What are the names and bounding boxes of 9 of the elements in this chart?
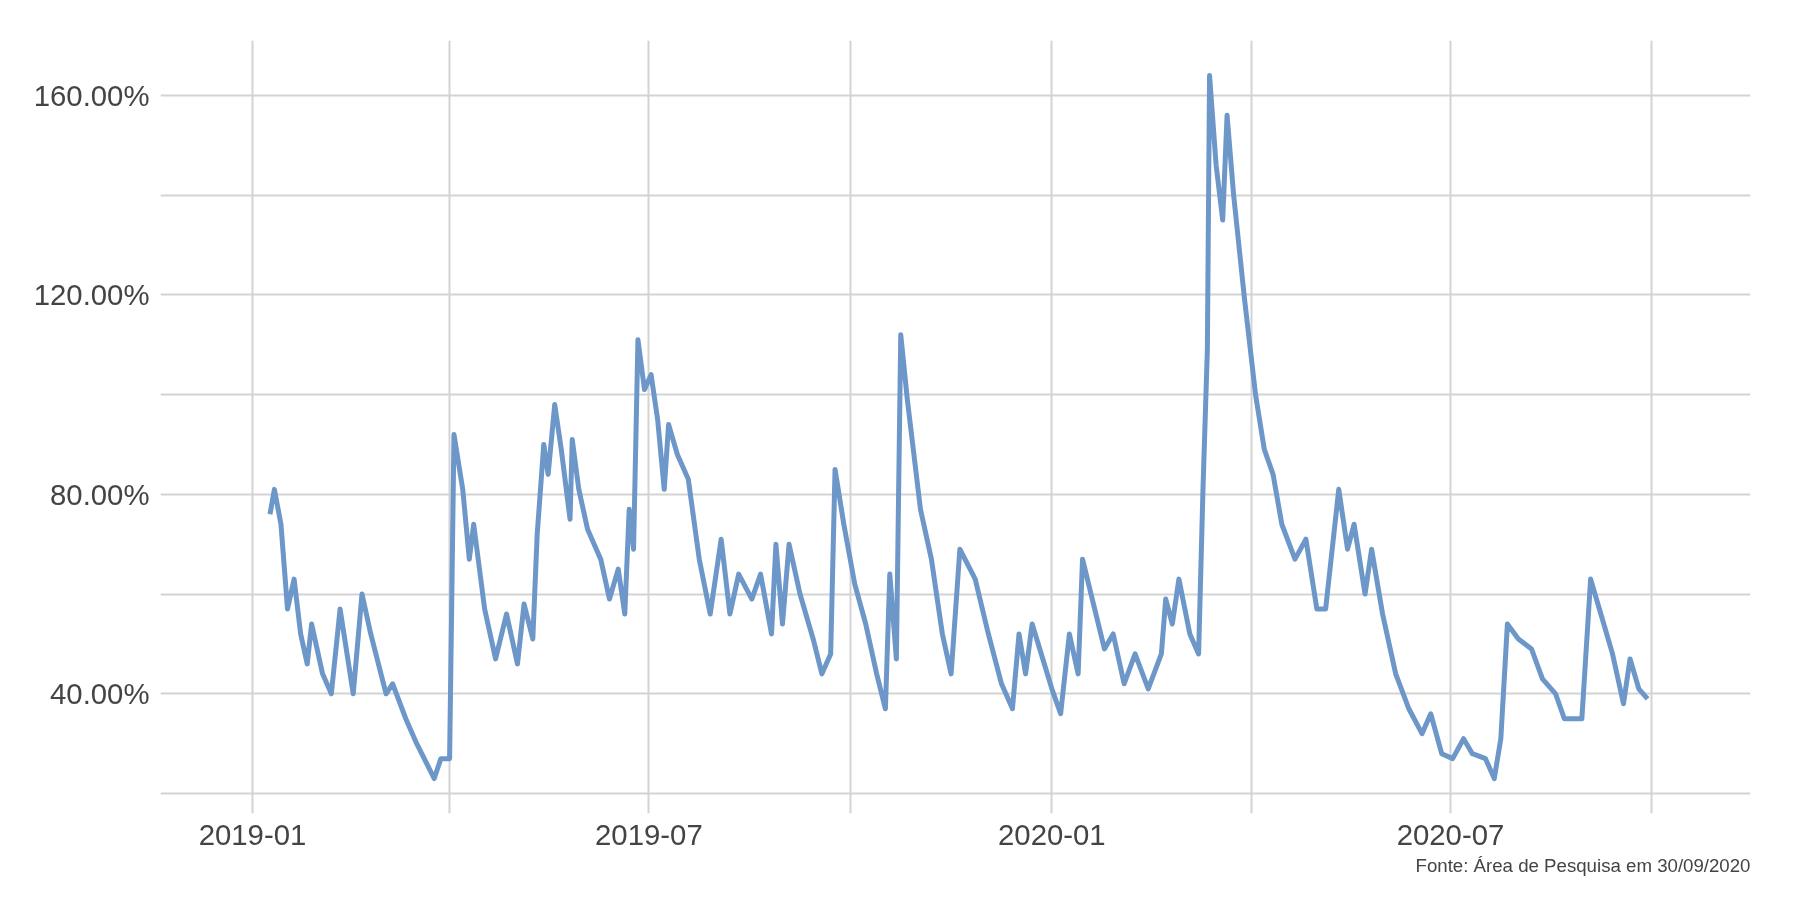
source-note: Fonte: Área de Pesquisa em 30/09/2020 xyxy=(1415,854,1751,876)
y-tick-label: 40.00% xyxy=(50,677,150,711)
x-tick-label: 2019-07 xyxy=(595,817,703,851)
x-tick-label: 2020-07 xyxy=(1396,817,1505,851)
x-tick-label: 2020-01 xyxy=(998,817,1106,851)
y-tick-label: 160.00% xyxy=(33,78,150,112)
x-tick-label: 2019-01 xyxy=(198,817,307,851)
y-tick-label: 80.00% xyxy=(50,477,150,511)
y-tick-label: 120.00% xyxy=(33,278,150,312)
